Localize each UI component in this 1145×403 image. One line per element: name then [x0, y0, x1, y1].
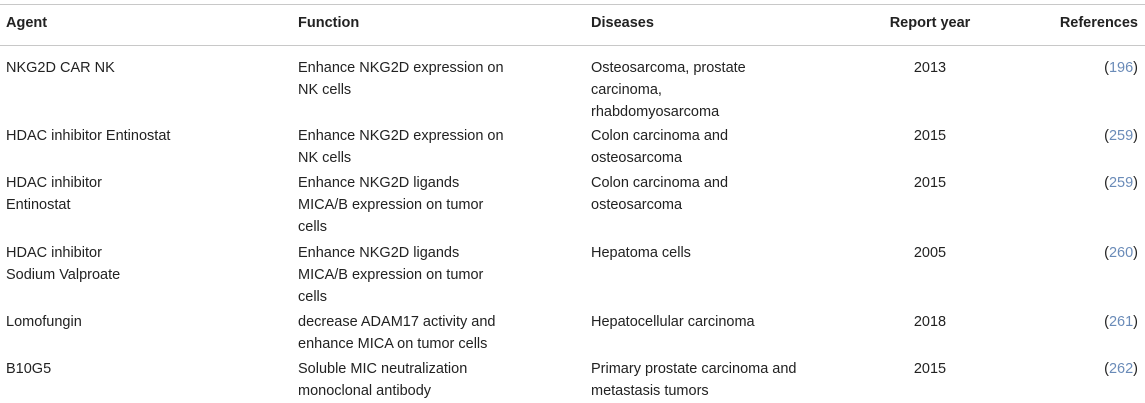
header-references: References: [1059, 15, 1138, 31]
cell-report-year: 2005: [913, 245, 947, 261]
cell-report-year: 2015: [913, 361, 947, 377]
cell-reference: (260): [1104, 245, 1138, 261]
cell-function: Enhance NKG2D expression on NK cells: [298, 128, 504, 166]
reference-link[interactable]: 261: [1108, 314, 1134, 330]
header-rule: [0, 45, 1145, 46]
header-function: Function: [298, 15, 360, 31]
cell-agent: HDAC inhibitor Entinostat: [6, 128, 171, 144]
cell-function: Soluble MIC neutralization monoclonal an…: [298, 361, 468, 399]
cell-reference: (259): [1104, 128, 1138, 144]
header-report-year: Report year: [889, 15, 971, 31]
cell-function: Enhance NKG2D expression on NK cells: [298, 60, 504, 98]
reference-link[interactable]: 262: [1108, 361, 1134, 377]
cell-diseases: Osteosarcoma, prostate carcinoma, rhabdo…: [591, 60, 746, 120]
table-top-rule: [0, 4, 1145, 5]
cell-diseases: Colon carcinoma and osteosarcoma: [591, 128, 729, 166]
cell-agent: HDAC inhibitor Sodium Valproate: [6, 245, 121, 283]
cell-reference: (262): [1104, 361, 1138, 377]
cell-function: Enhance NKG2D ligands MICA/B expression …: [298, 175, 484, 235]
cell-reference: (261): [1104, 314, 1138, 330]
cell-report-year: 2015: [913, 128, 947, 144]
cell-agent: HDAC inhibitor Entinostat: [6, 175, 102, 213]
reference-link[interactable]: 259: [1108, 175, 1134, 191]
cell-diseases: Hepatoma cells: [591, 245, 691, 261]
reference-link[interactable]: 260: [1108, 245, 1134, 261]
header-diseases: Diseases: [591, 15, 654, 31]
cell-report-year: 2018: [913, 314, 947, 330]
cell-function: decrease ADAM17 activity and enhance MIC…: [298, 314, 496, 352]
cell-diseases: Primary prostate carcinoma and metastasi…: [591, 361, 797, 399]
cell-reference: (259): [1104, 175, 1138, 191]
header-agent: Agent: [6, 15, 48, 31]
reference-link[interactable]: 196: [1108, 60, 1134, 76]
reference-link[interactable]: 259: [1108, 128, 1134, 144]
cell-diseases: Colon carcinoma and osteosarcoma: [591, 175, 729, 213]
cell-report-year: 2013: [913, 60, 947, 76]
cell-function: Enhance NKG2D ligands MICA/B expression …: [298, 245, 484, 305]
cell-agent: B10G5: [6, 361, 52, 377]
cell-diseases: Hepatocellular carcinoma: [591, 314, 755, 330]
cell-reference: (196): [1104, 60, 1138, 76]
cell-agent: Lomofungin: [6, 314, 82, 330]
cell-report-year: 2015: [913, 175, 947, 191]
cell-agent: NKG2D CAR NK: [6, 60, 115, 76]
